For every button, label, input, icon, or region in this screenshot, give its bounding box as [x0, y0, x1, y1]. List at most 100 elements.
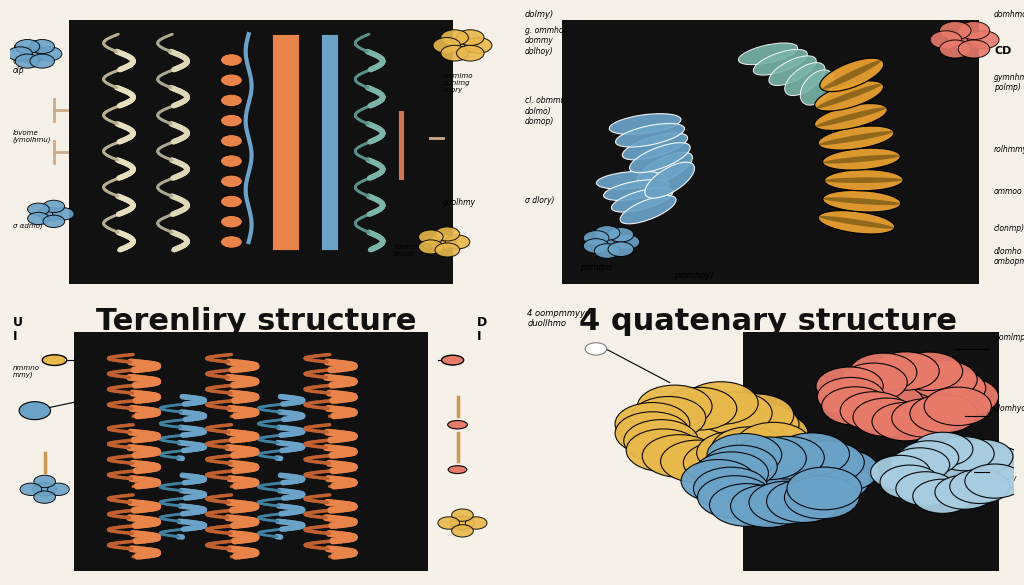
- Circle shape: [584, 239, 609, 253]
- Circle shape: [34, 491, 55, 503]
- Circle shape: [220, 135, 243, 147]
- Circle shape: [584, 230, 609, 245]
- Ellipse shape: [818, 131, 894, 145]
- Circle shape: [594, 226, 620, 240]
- Circle shape: [614, 235, 640, 249]
- Text: dlomhyo: dlomhyo: [994, 404, 1024, 412]
- Circle shape: [724, 403, 799, 446]
- Text: heaming
(morib)
olp: heaming (morib) olp: [12, 46, 46, 75]
- Circle shape: [910, 394, 977, 433]
- Ellipse shape: [603, 180, 669, 201]
- Circle shape: [220, 155, 243, 167]
- Circle shape: [457, 30, 484, 46]
- Circle shape: [731, 437, 806, 480]
- Ellipse shape: [623, 133, 687, 160]
- Circle shape: [930, 31, 962, 49]
- Circle shape: [870, 455, 931, 490]
- Ellipse shape: [815, 81, 884, 111]
- Circle shape: [465, 517, 487, 529]
- Bar: [322, 34, 338, 250]
- Circle shape: [816, 367, 884, 405]
- Circle shape: [958, 22, 989, 40]
- Text: domhmo: domhmo: [994, 11, 1024, 19]
- FancyBboxPatch shape: [70, 20, 453, 284]
- Circle shape: [624, 419, 698, 462]
- Circle shape: [947, 30, 982, 50]
- Circle shape: [795, 460, 869, 502]
- Ellipse shape: [447, 421, 467, 429]
- Circle shape: [804, 449, 879, 492]
- Circle shape: [729, 453, 827, 509]
- Circle shape: [47, 483, 70, 495]
- Text: piomhoy): piomhoy): [675, 271, 714, 280]
- Ellipse shape: [42, 355, 67, 366]
- Circle shape: [33, 483, 56, 496]
- Bar: [398, 110, 403, 180]
- Circle shape: [935, 475, 994, 509]
- Circle shape: [15, 54, 40, 68]
- Text: ommoo: ommoo: [994, 187, 1023, 196]
- Circle shape: [38, 207, 61, 221]
- Circle shape: [693, 452, 768, 494]
- Circle shape: [37, 47, 61, 61]
- Circle shape: [896, 472, 955, 506]
- Text: olhmy: olhmy: [994, 474, 1018, 483]
- Circle shape: [615, 402, 690, 445]
- Text: U: U: [12, 316, 23, 329]
- Ellipse shape: [596, 171, 665, 189]
- Circle shape: [683, 382, 758, 424]
- Text: bonlhmo
bhno): bonlhmo bhno): [393, 243, 425, 257]
- Circle shape: [702, 445, 777, 488]
- Circle shape: [608, 242, 634, 256]
- Circle shape: [19, 402, 50, 419]
- Circle shape: [419, 240, 443, 254]
- Ellipse shape: [822, 191, 901, 212]
- Text: pomlmp): pomlmp): [994, 333, 1024, 342]
- Circle shape: [736, 422, 811, 465]
- Circle shape: [637, 385, 712, 428]
- Circle shape: [220, 54, 243, 66]
- Ellipse shape: [820, 58, 884, 92]
- Circle shape: [940, 22, 971, 40]
- Ellipse shape: [822, 197, 901, 205]
- Text: Terenliry structure: Terenliry structure: [96, 307, 416, 336]
- Circle shape: [707, 433, 781, 476]
- Ellipse shape: [824, 170, 903, 191]
- Circle shape: [892, 399, 959, 437]
- Circle shape: [43, 200, 65, 212]
- Circle shape: [840, 363, 907, 401]
- Circle shape: [968, 455, 1024, 490]
- Circle shape: [787, 467, 861, 510]
- Circle shape: [8, 47, 33, 61]
- Circle shape: [790, 441, 864, 484]
- Circle shape: [447, 37, 477, 54]
- FancyBboxPatch shape: [561, 20, 979, 284]
- Ellipse shape: [609, 113, 681, 135]
- Circle shape: [452, 509, 473, 521]
- Circle shape: [457, 45, 484, 61]
- Circle shape: [220, 74, 243, 87]
- Circle shape: [28, 212, 49, 225]
- Circle shape: [775, 433, 850, 476]
- Circle shape: [220, 195, 243, 208]
- Text: rolhmmyo: rolhmmyo: [994, 145, 1024, 154]
- Circle shape: [585, 343, 607, 355]
- Circle shape: [931, 377, 998, 416]
- Circle shape: [626, 429, 700, 472]
- Circle shape: [465, 37, 492, 53]
- Text: 4 oompmmyyo
duollhmo: 4 oompmmyyo duollhmo: [527, 309, 590, 328]
- Circle shape: [958, 40, 989, 58]
- Circle shape: [965, 464, 1024, 498]
- Text: I: I: [12, 331, 17, 343]
- Bar: [272, 34, 299, 250]
- Circle shape: [220, 115, 243, 127]
- Ellipse shape: [816, 84, 883, 108]
- Circle shape: [967, 446, 1024, 480]
- Ellipse shape: [822, 60, 882, 90]
- Ellipse shape: [824, 177, 903, 183]
- Ellipse shape: [822, 154, 900, 164]
- Ellipse shape: [645, 162, 694, 198]
- Circle shape: [34, 475, 55, 488]
- Circle shape: [750, 436, 824, 479]
- Ellipse shape: [818, 216, 895, 229]
